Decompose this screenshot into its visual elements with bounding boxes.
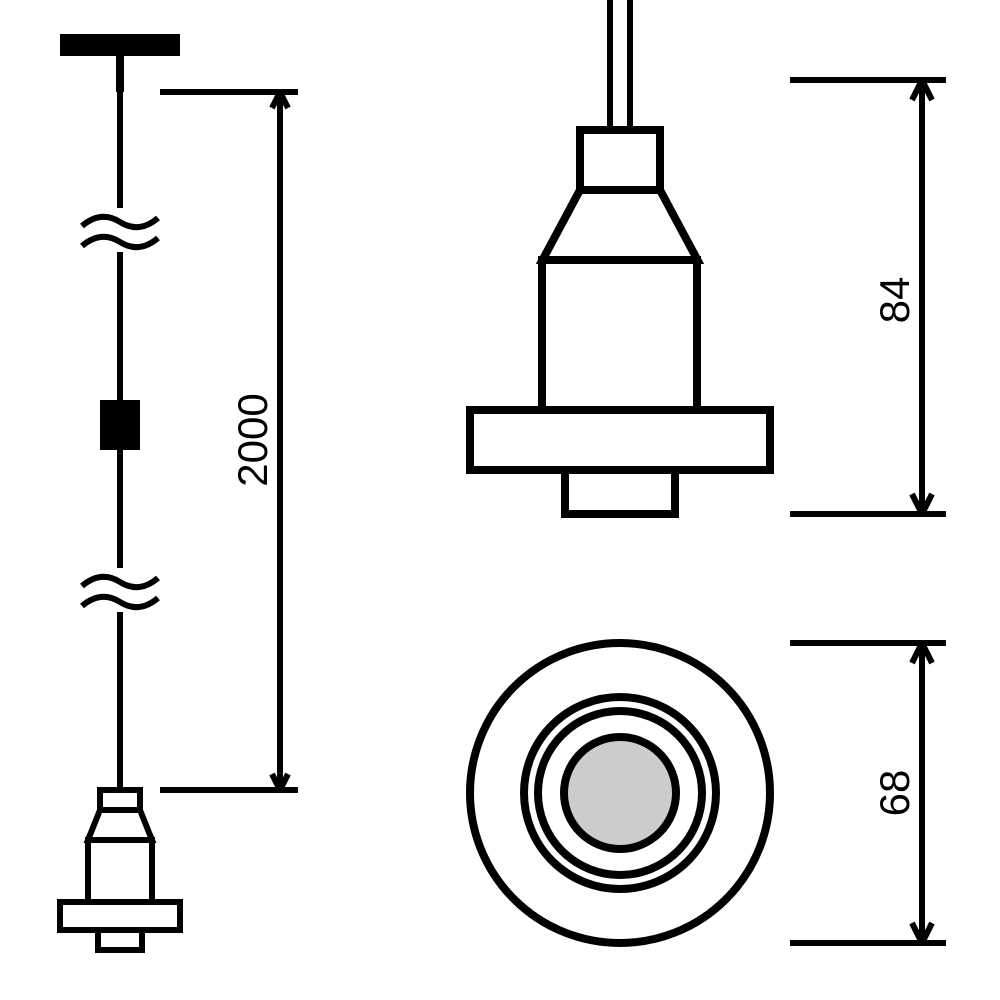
- dim-cable-length: 2000: [229, 393, 276, 486]
- socket-side-view: [470, 0, 770, 514]
- socket-bottom-view: [470, 643, 770, 943]
- left-assembly: [60, 34, 180, 950]
- dim-socket-height: 84: [871, 277, 918, 324]
- dim-socket-diameter: 68: [871, 770, 918, 817]
